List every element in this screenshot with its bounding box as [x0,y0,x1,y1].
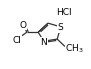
Text: CH$_3$: CH$_3$ [65,42,84,55]
Text: N: N [40,38,47,47]
Text: Cl: Cl [13,36,21,45]
Text: HCl: HCl [56,8,71,18]
Text: S: S [58,23,64,32]
Text: O: O [19,21,26,30]
